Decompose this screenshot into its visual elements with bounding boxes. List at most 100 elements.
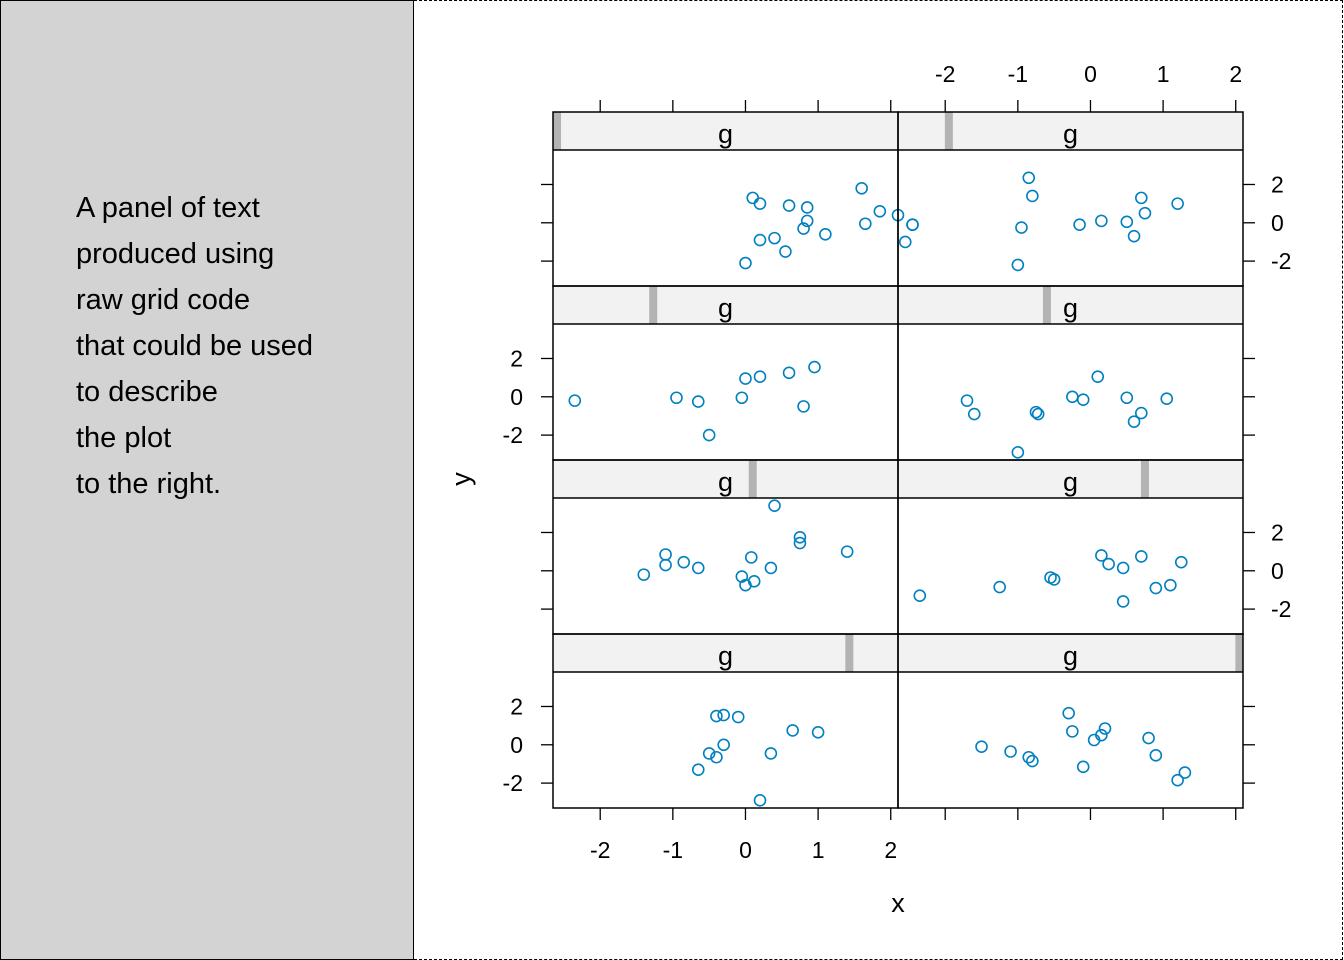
data-point [717, 708, 730, 722]
data-point [1135, 550, 1148, 563]
text-line: that could be used [76, 330, 314, 362]
data-point [797, 222, 810, 235]
y-tick-label: 0 [1271, 210, 1284, 236]
data-point [873, 204, 887, 218]
data-point [1135, 191, 1148, 205]
data-point [710, 750, 723, 764]
strip-label: g [1063, 467, 1078, 497]
data-point [702, 747, 716, 760]
data-point [744, 551, 758, 564]
x-tick-label: 0 [1084, 61, 1097, 87]
data-point [1174, 555, 1188, 569]
y-tick-label: 2 [510, 345, 523, 371]
strip-label: g [1063, 119, 1078, 149]
strip-level-marker [1042, 286, 1051, 324]
data-point [659, 558, 672, 572]
data-point [747, 575, 761, 588]
data-point [1026, 189, 1039, 203]
strip-level-marker [1140, 460, 1149, 498]
points-layer [568, 171, 1192, 807]
data-point [1149, 581, 1163, 595]
x-tick-label: 0 [739, 837, 752, 863]
data-point [1095, 728, 1108, 742]
data-point [717, 738, 730, 752]
data-point [746, 191, 760, 205]
data-point [975, 740, 988, 754]
data-point [960, 394, 974, 407]
data-point [1138, 206, 1152, 220]
data-point [1015, 221, 1028, 234]
data-point [735, 391, 749, 405]
data-point [1011, 258, 1025, 272]
strip-label: g [718, 119, 733, 149]
strip-background [898, 460, 1243, 498]
data-point [1076, 393, 1090, 406]
x-tick-label: -2 [935, 61, 955, 87]
x-tick-label: 1 [1157, 61, 1170, 87]
strip-background [553, 634, 898, 672]
data-point [1066, 390, 1079, 404]
strip-background [553, 460, 898, 498]
strip-background [898, 634, 1243, 672]
text-line: produced using [76, 238, 275, 270]
data-point [670, 391, 683, 405]
data-point [1120, 215, 1134, 229]
strip-background [898, 112, 1243, 150]
data-point [1011, 446, 1025, 459]
strip-label: g [718, 467, 733, 497]
data-point [1095, 549, 1108, 562]
data-point [637, 568, 651, 581]
strip-label: g [1063, 293, 1078, 323]
data-point [1142, 731, 1155, 745]
data-point [1062, 706, 1075, 720]
strip-level-marker [845, 634, 854, 672]
ticks-layer: -2 -1 0 1 2 -2 -1 0 1 2 -2 0 2 -2 0 2 -2 0 2 -2 0 2 [503, 61, 1292, 863]
data-point [659, 548, 672, 561]
y-tick-label: 0 [510, 732, 523, 758]
data-point [793, 536, 807, 550]
data-point [1127, 229, 1141, 243]
data-point [1102, 557, 1115, 571]
text-line: to describe [76, 376, 218, 408]
data-point [967, 407, 981, 421]
data-point [702, 428, 716, 442]
data-point [1073, 218, 1086, 232]
data-point [898, 235, 912, 249]
data-point [1098, 722, 1112, 735]
data-point [739, 256, 752, 270]
strip-background [553, 112, 898, 150]
data-point [1127, 415, 1141, 428]
y-tick-label: -2 [503, 770, 523, 796]
data-point [1164, 578, 1177, 592]
strip-level-marker [553, 112, 561, 150]
x-axis-label: x [891, 888, 905, 918]
data-point [753, 794, 767, 807]
borders-layer [552, 111, 1244, 809]
data-point [1171, 773, 1184, 787]
y-tick-label: 2 [1271, 171, 1284, 197]
data-point [1022, 750, 1036, 764]
x-tick-label: -2 [590, 837, 610, 863]
strip-label: g [718, 641, 733, 671]
data-point [753, 370, 767, 383]
data-point [855, 182, 868, 195]
data-point [1171, 197, 1184, 210]
data-point [677, 555, 691, 569]
data-point [753, 233, 767, 247]
y-tick-label: 0 [1271, 558, 1284, 584]
data-point [819, 227, 832, 241]
data-point [906, 218, 919, 232]
strip-level-marker [944, 112, 953, 150]
data-point [1135, 406, 1148, 420]
strip-level-marker [748, 460, 757, 498]
data-point [1029, 405, 1043, 419]
data-point [691, 561, 705, 575]
data-point [691, 763, 705, 776]
data-point [1031, 407, 1045, 421]
data-point [993, 580, 1006, 594]
data-point [800, 214, 814, 228]
y-tick-label: 2 [1271, 519, 1284, 545]
data-point [840, 545, 854, 558]
data-point [1066, 725, 1079, 738]
